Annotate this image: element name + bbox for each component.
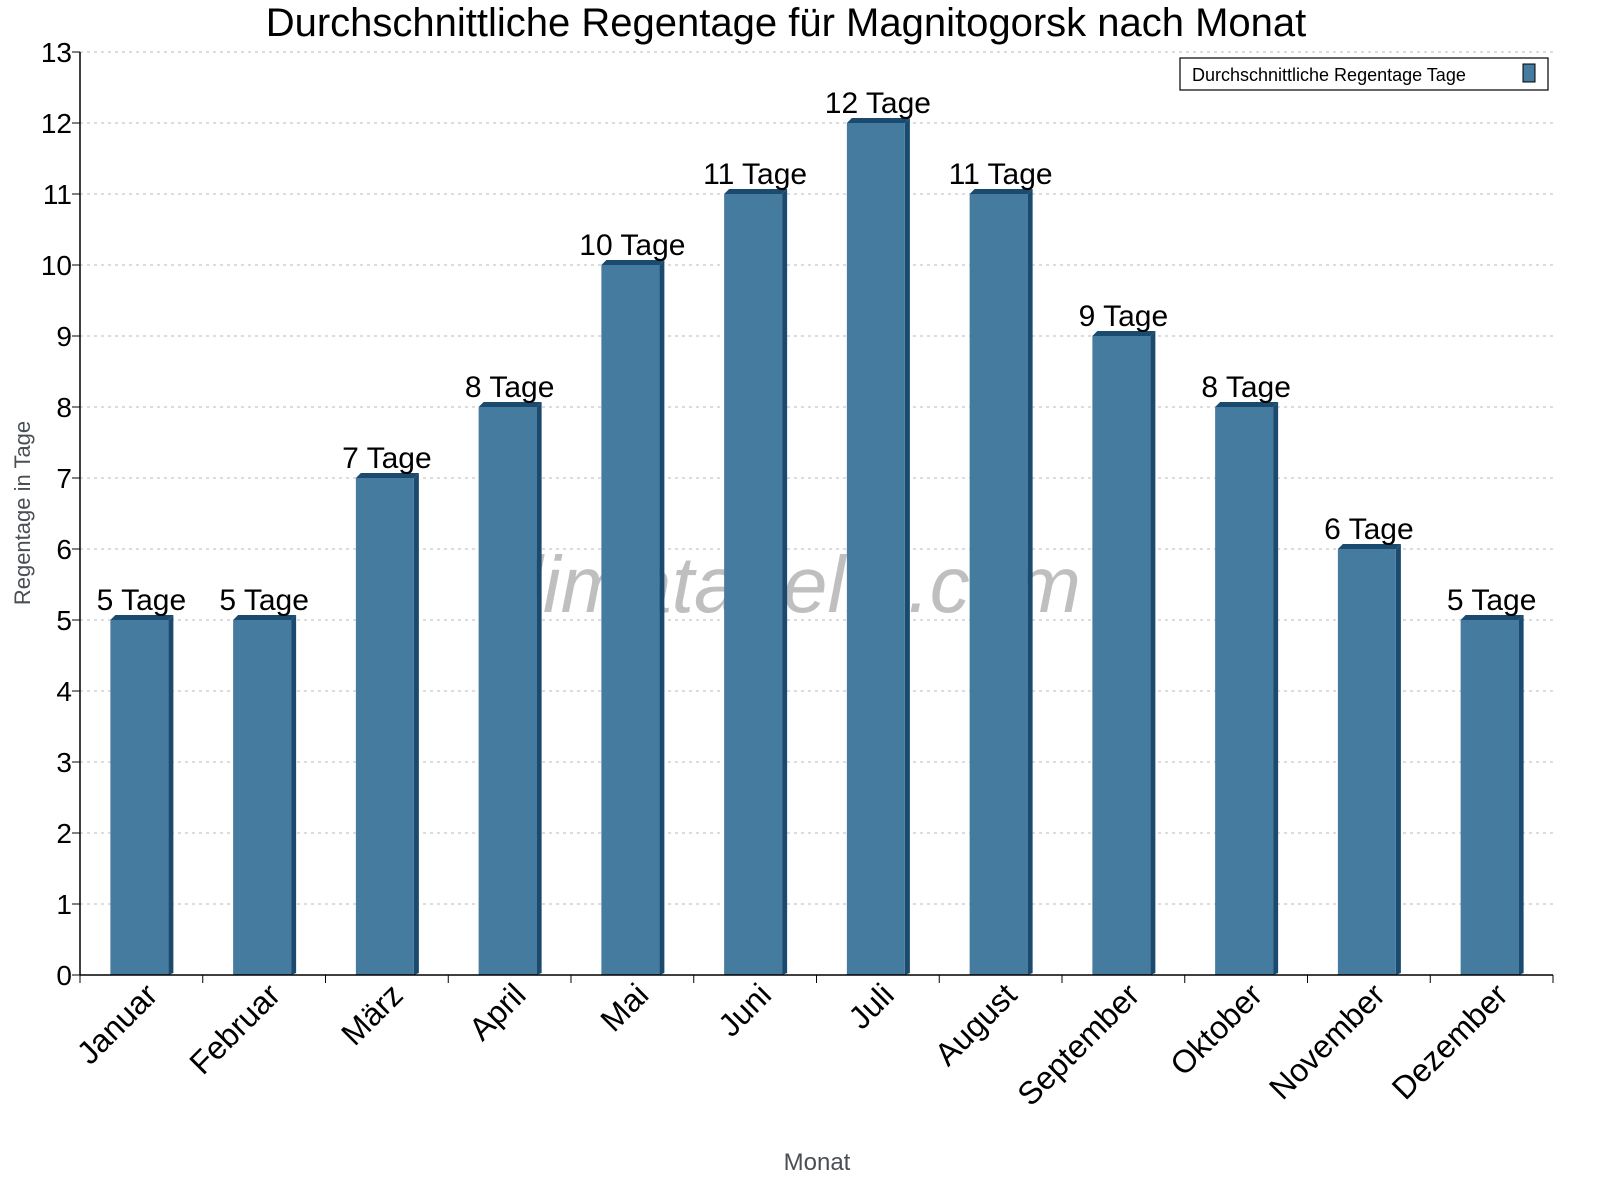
legend-box bbox=[1179, 57, 1549, 91]
x-tick-label: Juni bbox=[711, 976, 778, 1043]
x-tick-label: November bbox=[1262, 976, 1392, 1106]
data-label: 7 Tage bbox=[342, 442, 432, 475]
bar-märz[interactable]: 7 Tage bbox=[342, 442, 432, 975]
bar-april[interactable]: 8 Tage bbox=[465, 371, 555, 975]
y-tick-label: 4 bbox=[56, 676, 72, 707]
bar-side bbox=[536, 402, 542, 975]
x-tick-label: Dezember bbox=[1385, 976, 1515, 1106]
bar-top bbox=[478, 402, 542, 407]
y-tick-label: 8 bbox=[56, 392, 72, 423]
bar bbox=[233, 620, 292, 975]
x-axis-label: Monat bbox=[784, 1149, 851, 1176]
bar-top bbox=[969, 189, 1033, 194]
bar-side bbox=[413, 473, 419, 975]
bar-side bbox=[1273, 402, 1279, 975]
bar-top bbox=[355, 473, 419, 478]
bars: 5 Tage 5 Tage 7 Tage 8 Tage 10 Tage 11 Tage 12… bbox=[97, 87, 1537, 975]
x-tick-label: Mai bbox=[593, 976, 655, 1038]
bar bbox=[478, 407, 537, 975]
y-tick-label: 1 bbox=[56, 889, 72, 920]
bar-top bbox=[110, 615, 174, 620]
bar-side bbox=[782, 189, 788, 975]
y-tick-label: 2 bbox=[56, 818, 72, 849]
bar-side bbox=[1395, 544, 1401, 975]
data-label: 11 Tage bbox=[703, 158, 807, 191]
y-tick-label: 13 bbox=[41, 37, 72, 68]
bar bbox=[601, 265, 660, 975]
data-label: 9 Tage bbox=[1079, 300, 1169, 333]
y-tick-label: 9 bbox=[56, 321, 72, 352]
bar-top bbox=[1337, 544, 1401, 549]
bar-juni[interactable]: 11 Tage bbox=[703, 158, 807, 975]
data-label: 11 Tage bbox=[949, 158, 1053, 191]
y-tick-label: 3 bbox=[56, 747, 72, 778]
x-tick-label: April bbox=[462, 976, 533, 1047]
x-tick-label: Juli bbox=[841, 976, 900, 1035]
bar bbox=[1215, 407, 1274, 975]
bar-side bbox=[168, 615, 174, 975]
bar-oktober[interactable]: 8 Tage bbox=[1201, 371, 1291, 975]
data-label: 5 Tage bbox=[97, 584, 187, 617]
legend-swatch bbox=[1522, 63, 1536, 83]
chart-title: Durchschnittliche Regentage für Magnitog… bbox=[266, 1, 1307, 45]
bar-top bbox=[1092, 331, 1156, 336]
bar bbox=[724, 194, 783, 975]
bar-februar[interactable]: 5 Tage bbox=[219, 584, 309, 975]
bar-side bbox=[291, 615, 297, 975]
bar-side bbox=[904, 118, 910, 975]
data-label: 10 Tage bbox=[579, 229, 685, 262]
bar bbox=[846, 123, 905, 975]
y-tick-label: 6 bbox=[56, 534, 72, 565]
bar-top bbox=[233, 615, 297, 620]
y-tick-label: 12 bbox=[41, 108, 72, 139]
x-tick-label: Februar bbox=[182, 976, 287, 1081]
bar bbox=[110, 620, 169, 975]
bar bbox=[1337, 549, 1396, 975]
bar bbox=[969, 194, 1028, 975]
y-tick-label: 0 bbox=[56, 960, 72, 991]
x-tick-label: Oktober bbox=[1163, 976, 1269, 1082]
bar-side bbox=[1150, 331, 1156, 975]
legend[interactable]: Durchschnittliche Regentage Tage bbox=[1179, 57, 1549, 91]
x-tick-label: März bbox=[334, 976, 410, 1052]
y-tick-label: 10 bbox=[41, 250, 72, 281]
data-label: 8 Tage bbox=[1201, 371, 1291, 404]
gridlines bbox=[80, 51, 1553, 905]
bar-top bbox=[846, 118, 910, 123]
x-tick-label: September bbox=[1010, 976, 1146, 1112]
x-tick-label: Januar bbox=[70, 976, 165, 1071]
legend-label: Durchschnittliche Regentage Tage bbox=[1192, 65, 1466, 85]
bar-top bbox=[1215, 402, 1279, 407]
bar bbox=[355, 478, 414, 975]
bar-september[interactable]: 9 Tage bbox=[1079, 300, 1169, 975]
data-label: 12 Tage bbox=[825, 87, 931, 120]
bar-side bbox=[1027, 189, 1033, 975]
bar-top bbox=[601, 260, 665, 265]
data-label: 5 Tage bbox=[219, 584, 309, 617]
bar-juli[interactable]: 12 Tage bbox=[825, 87, 931, 975]
x-tick-label: August bbox=[928, 976, 1024, 1072]
data-label: 5 Tage bbox=[1447, 584, 1537, 617]
bar-mai[interactable]: 10 Tage bbox=[579, 229, 685, 975]
y-axis-label: Regentage in Tage bbox=[10, 421, 35, 605]
y-tick-label: 11 bbox=[43, 179, 72, 210]
y-tick-label: 5 bbox=[56, 605, 72, 636]
bar bbox=[1092, 336, 1151, 975]
bar-januar[interactable]: 5 Tage bbox=[97, 584, 187, 975]
bar-august[interactable]: 11 Tage bbox=[949, 158, 1053, 975]
bar-side bbox=[1518, 615, 1524, 975]
bar-top bbox=[1460, 615, 1524, 620]
data-label: 8 Tage bbox=[465, 371, 555, 404]
data-label: 6 Tage bbox=[1324, 513, 1414, 546]
bar-dezember[interactable]: 5 Tage bbox=[1447, 584, 1537, 975]
bar-side bbox=[659, 260, 665, 975]
bar bbox=[1460, 620, 1519, 975]
bar-november[interactable]: 6 Tage bbox=[1324, 513, 1414, 975]
bar-top bbox=[724, 189, 788, 194]
y-tick-label: 7 bbox=[56, 463, 72, 494]
